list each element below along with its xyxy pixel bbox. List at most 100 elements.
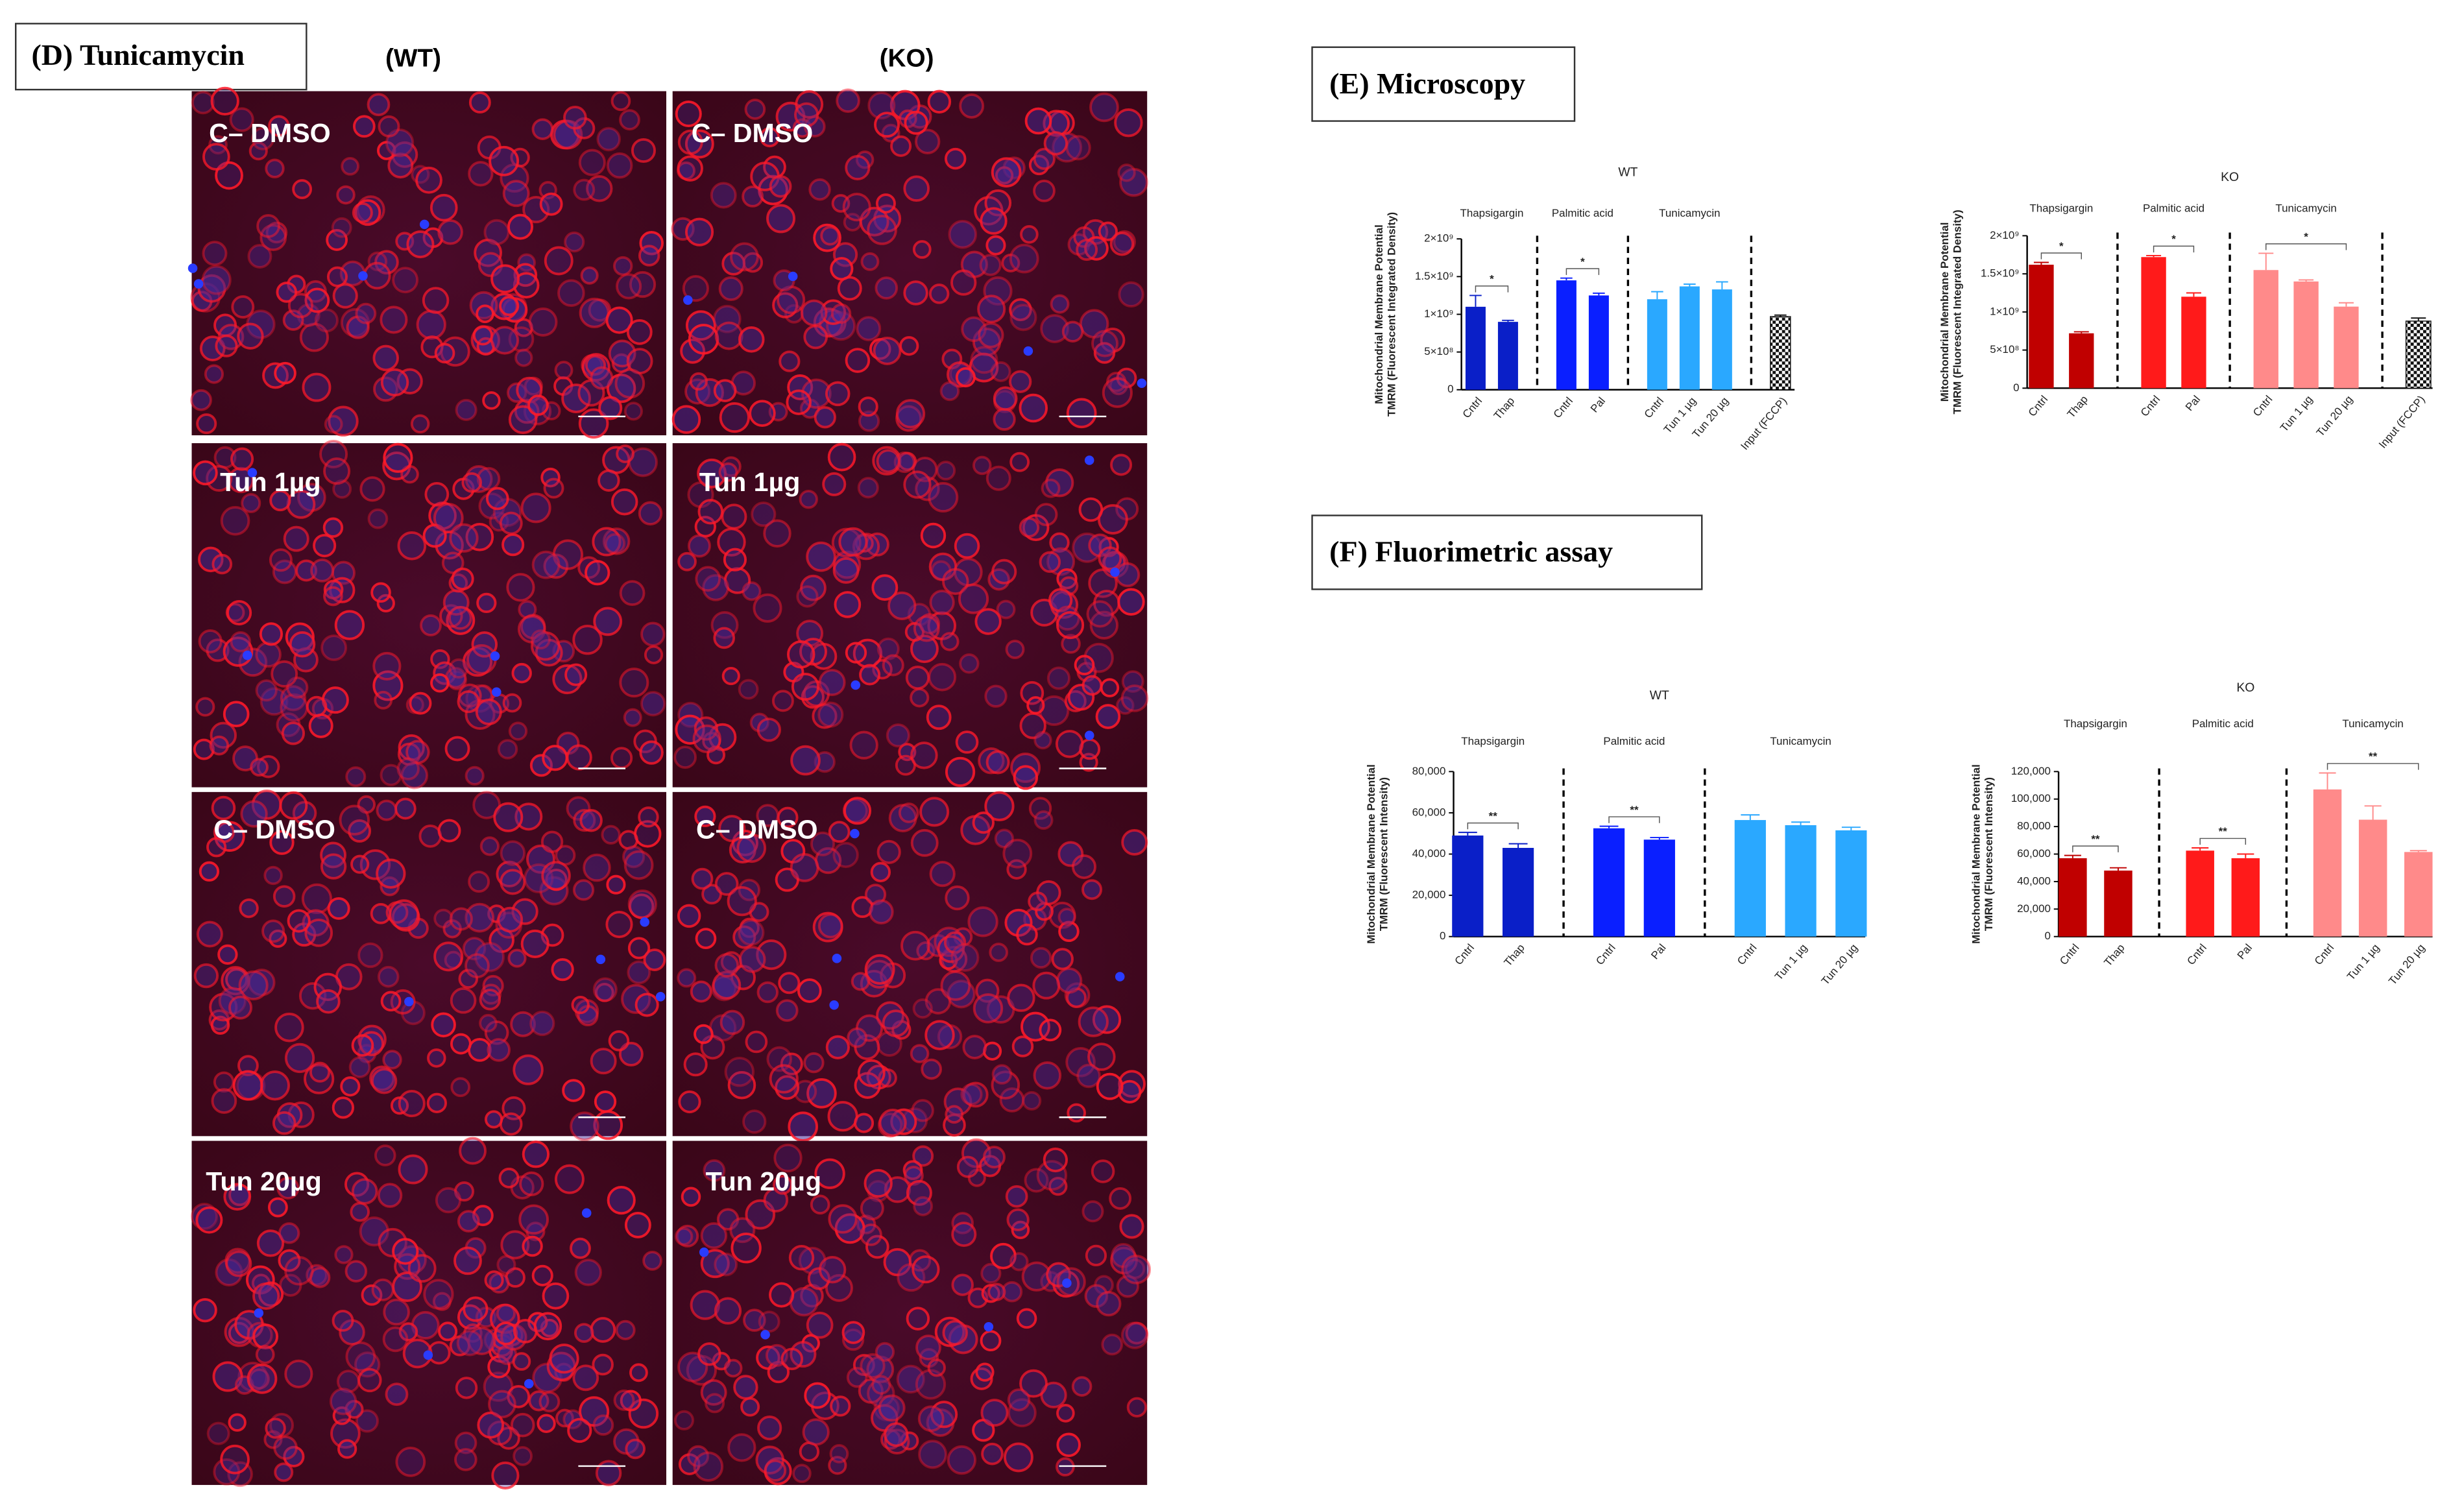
nucleus: [243, 650, 252, 660]
cell: [610, 91, 631, 112]
cell: [830, 303, 852, 324]
cell: [756, 804, 780, 827]
cell: [601, 825, 621, 845]
cell: [878, 1109, 907, 1137]
cell: [955, 367, 976, 388]
y-axis-label: Mitochondrial Membrane Potential: [1970, 764, 1983, 944]
cell: [416, 309, 446, 340]
cell: [377, 965, 400, 988]
cell: [943, 931, 967, 954]
cell: [642, 1251, 662, 1271]
cell: [703, 1159, 726, 1182]
error-bar: [2033, 261, 2049, 265]
cell: [822, 472, 847, 496]
cell: [398, 1090, 426, 1118]
y-axis-label: TMRM (Fluorescent Intensity): [1377, 777, 1390, 931]
cell: [605, 306, 633, 334]
cell: [905, 665, 930, 690]
cell: [508, 405, 538, 435]
cell: [758, 1310, 780, 1333]
error-bar: [1599, 825, 1619, 828]
cell: [201, 265, 232, 295]
cell: [846, 1366, 868, 1388]
cell: [466, 644, 497, 675]
cell: [370, 1068, 398, 1094]
cell: [476, 304, 494, 324]
cell: [359, 476, 385, 502]
cell: [592, 1414, 614, 1436]
significance-label: *: [2059, 240, 2064, 252]
cell: [527, 394, 549, 416]
cell: [691, 867, 714, 890]
cell: [542, 1282, 570, 1310]
x-tick-label: Thap: [2101, 941, 2127, 969]
bar: [2059, 858, 2087, 937]
cell: [619, 668, 649, 698]
cell: [484, 1270, 504, 1290]
cell: [531, 631, 561, 661]
cell: [228, 1413, 247, 1432]
cell: [990, 1242, 1017, 1270]
cell: [226, 600, 252, 626]
nucleus: [984, 1321, 994, 1332]
cell: [566, 744, 592, 771]
image-label: C– DMSO: [692, 118, 814, 148]
cell: [742, 185, 764, 208]
cell: [1006, 1208, 1030, 1231]
cell: [332, 283, 358, 309]
error-bar: [2186, 292, 2201, 297]
cell: [212, 1361, 243, 1392]
cell: [1091, 330, 1119, 357]
cell: [376, 858, 406, 889]
cell: [928, 662, 957, 692]
cell: [195, 1206, 223, 1234]
cell: [769, 175, 792, 198]
cell: [690, 1290, 720, 1320]
cell: [677, 129, 703, 155]
cell: [274, 1012, 304, 1043]
cell: [590, 366, 614, 390]
cell: [1096, 1290, 1122, 1317]
cell: [999, 1087, 1025, 1113]
micrograph: Tun 1µg: [672, 442, 1149, 790]
cell: [620, 1390, 642, 1412]
x-tick-label: Cntrl: [2312, 941, 2337, 967]
cell: [843, 797, 872, 825]
cell: [490, 264, 520, 294]
cell: [772, 292, 799, 319]
cell: [828, 1456, 847, 1475]
cell: [736, 833, 767, 863]
error-bar: [2109, 867, 2127, 871]
cell: [629, 271, 657, 298]
x-tick-label: Pal: [1588, 395, 1608, 415]
error-bar: [2410, 850, 2427, 852]
cell: [309, 1266, 331, 1288]
cell: [433, 661, 457, 685]
group-label: Palmitic acid: [2143, 202, 2204, 215]
cell: [542, 745, 568, 771]
cell: [198, 546, 224, 573]
cell: [958, 583, 989, 614]
cell: [573, 178, 596, 201]
cell: [996, 599, 1016, 620]
cell: [616, 273, 642, 300]
cell: [712, 971, 742, 1000]
significance-bracket: [2326, 763, 2419, 770]
cell: [240, 800, 268, 828]
cell: [283, 525, 309, 552]
cell: [890, 135, 912, 157]
cell: [380, 368, 409, 397]
error-bar: [1650, 837, 1669, 840]
cell: [695, 928, 717, 950]
cell: [886, 723, 910, 748]
cell: [912, 1255, 940, 1284]
cell: [429, 193, 458, 222]
image-label: Tun 20µg: [206, 1166, 321, 1196]
cell: [252, 1323, 279, 1350]
cell: [694, 516, 717, 538]
cell: [289, 631, 316, 658]
cell: [514, 348, 533, 367]
cell: [355, 302, 377, 324]
cell: [1109, 1187, 1132, 1210]
cell: [674, 1227, 694, 1246]
